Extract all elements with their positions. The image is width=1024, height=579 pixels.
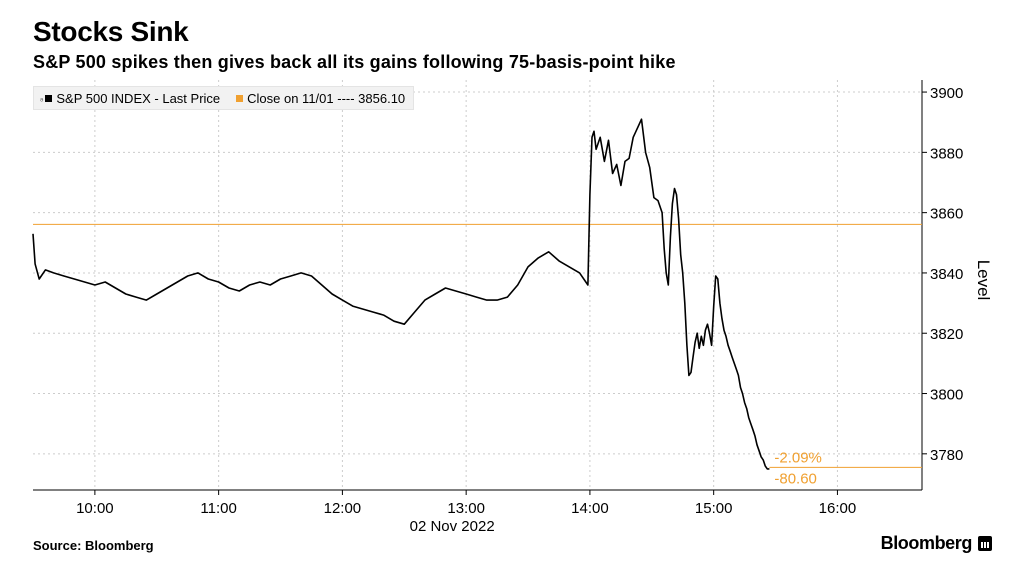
y-axis-label: Level [974, 260, 993, 301]
x-tick-label: 12:00 [324, 500, 362, 517]
y-tick-label: 3820 [930, 326, 963, 343]
y-tick-label: 3880 [930, 145, 963, 162]
legend-swatch-close [236, 94, 244, 102]
x-tick-label: 16:00 [819, 500, 857, 517]
bloomberg-logo: Bloomberg [881, 533, 992, 554]
y-tick-label: 3900 [930, 85, 963, 102]
change-points-label: -80.60 [774, 470, 817, 487]
legend-label-price: S&P 500 INDEX - Last Price [56, 90, 221, 106]
brand-wordmark: Bloomberg [880, 533, 973, 553]
y-tick-label: 3780 [930, 447, 963, 464]
legend-swatch-price [45, 94, 53, 102]
source-note: Source: Bloomberg [33, 538, 154, 553]
legend-item-close: Close on 11/01 ---- 3856.10 [236, 91, 405, 106]
legend-item-price: ₔ S&P 500 INDEX - Last Price [40, 91, 220, 106]
y-tick-label: 3840 [930, 266, 963, 283]
pin-icon: ₔ [40, 93, 44, 103]
bloomberg-chart-icon [978, 536, 992, 551]
x-axis-label: 02 Nov 2022 [410, 518, 495, 535]
x-tick-label: 13:00 [447, 500, 485, 517]
series-line-sp500 [32, 118, 770, 470]
y-tick-label: 3860 [930, 206, 963, 223]
x-tick-label: 15:00 [695, 500, 733, 517]
x-tick-label: 11:00 [200, 500, 236, 517]
x-tick-label: 10:00 [76, 500, 114, 517]
chart-legend: ₔ S&P 500 INDEX - Last Price Close on 11… [33, 86, 415, 110]
chart-subtitle: S&P 500 spikes then gives back all its g… [33, 52, 676, 72]
chart-title: Stocks Sink [33, 16, 189, 47]
x-tick-label: 14:00 [571, 500, 609, 517]
legend-label-close: Close on 11/01 ---- 3856.10 [247, 90, 406, 106]
y-tick-label: 3800 [930, 387, 963, 404]
change-percent-label: -2.09% [774, 449, 822, 466]
